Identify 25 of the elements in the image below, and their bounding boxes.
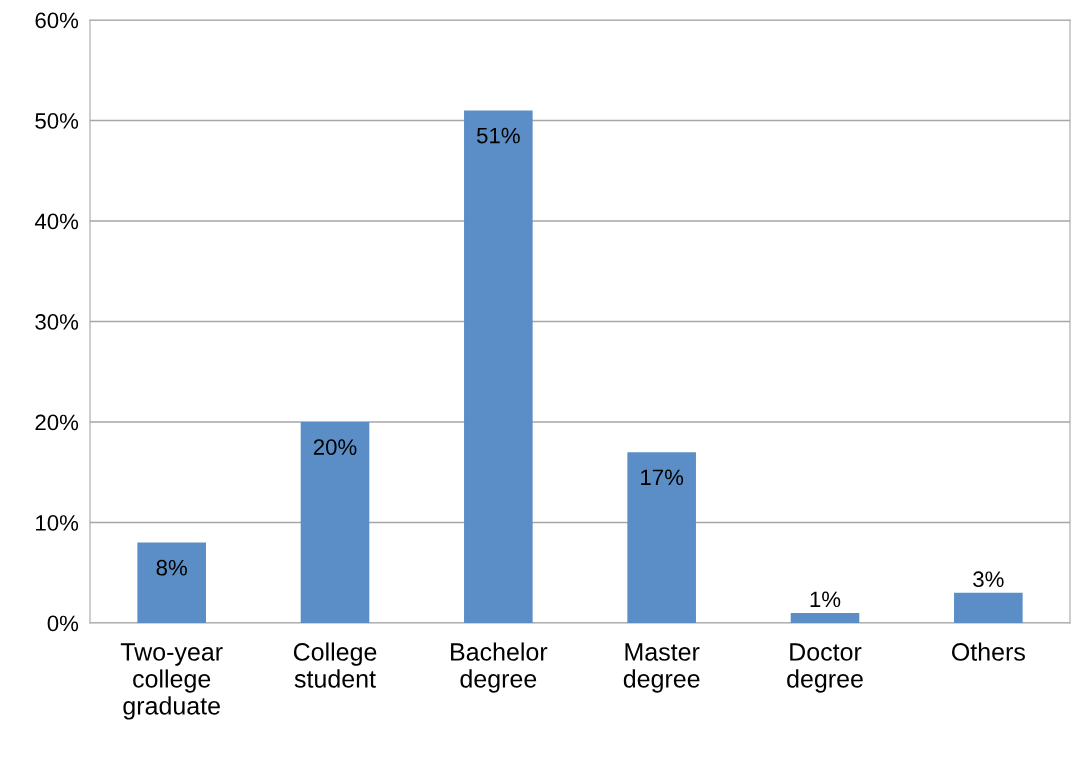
bar bbox=[300, 422, 370, 623]
data-label: 20% bbox=[313, 439, 357, 455]
y-tick-label: 20% bbox=[35, 414, 79, 431]
x-tick-label: Bachelor degree bbox=[451, 642, 548, 693]
data-label: 3% bbox=[973, 571, 1004, 588]
data-label: 17% bbox=[641, 469, 684, 486]
y-tick-label: 0% bbox=[47, 615, 79, 632]
x-tick-label: Two-year college graduate bbox=[120, 643, 223, 720]
bar bbox=[464, 110, 533, 623]
data-label: 1% bbox=[810, 591, 841, 608]
y-tick-label: 60% bbox=[35, 12, 79, 29]
x-tick-label: Others bbox=[952, 642, 1025, 661]
x-tick-label: College student bbox=[293, 642, 377, 688]
bar bbox=[954, 592, 1023, 623]
x-tick-label: Master degree bbox=[623, 643, 700, 693]
data-label: 51% bbox=[476, 127, 520, 144]
data-label: 8% bbox=[156, 559, 187, 576]
bar bbox=[627, 452, 696, 623]
bar bbox=[790, 612, 860, 623]
bar bbox=[137, 542, 206, 623]
y-tick-label: 10% bbox=[36, 515, 79, 531]
y-tick-label: 30% bbox=[35, 314, 79, 330]
y-tick-label: 50% bbox=[35, 113, 79, 129]
x-tick-label: Doctor degree bbox=[787, 643, 863, 693]
y-tick-label: 40% bbox=[34, 213, 79, 230]
